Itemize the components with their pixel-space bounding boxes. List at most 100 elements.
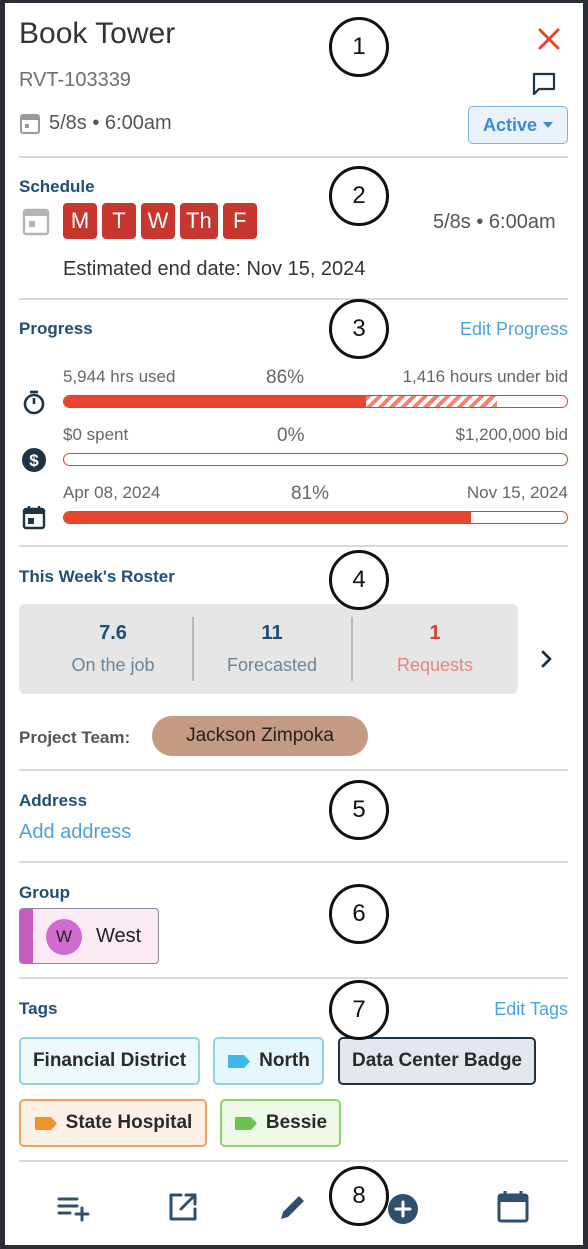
calendar-icon	[20, 114, 40, 134]
calendar-icon[interactable]	[493, 1187, 533, 1227]
project-detail-panel: Book Tower RVT-103339 5/8s • 6:00am Acti…	[5, 3, 583, 1245]
annotation-marker: 1	[329, 17, 389, 77]
status-label: Active	[482, 114, 538, 135]
annotation-marker: 7	[329, 980, 389, 1040]
annotation-marker: 5	[329, 780, 389, 840]
hours-used: 5,944 hrs used	[63, 367, 176, 386]
status-dropdown[interactable]: Active	[468, 106, 568, 144]
pencil-icon[interactable]	[273, 1187, 313, 1227]
add-circle-icon[interactable]	[383, 1187, 423, 1227]
roster-requests[interactable]: 1 Requests	[352, 604, 518, 694]
project-title: Book Tower	[19, 17, 176, 50]
add-address-link[interactable]: Add address	[19, 821, 132, 843]
time-percent: 81%	[291, 483, 330, 504]
tag-label: State Hospital	[65, 1112, 193, 1133]
comment-icon[interactable]	[531, 71, 557, 97]
dollar-icon: $	[22, 448, 46, 472]
tag-label: Data Center Badge	[352, 1050, 522, 1071]
requests-count: 1	[429, 622, 441, 644]
separator	[351, 617, 353, 681]
group-title: Group	[19, 883, 70, 902]
edit-progress-link[interactable]: Edit Progress	[459, 319, 568, 339]
day-chip-friday: F	[222, 203, 257, 239]
tag-label: Bessie	[265, 1112, 328, 1133]
time-progress-fill	[64, 512, 472, 523]
day-chip-monday: M	[63, 203, 97, 239]
tag-icon	[228, 1054, 251, 1068]
schedule-summary: 5/8s • 6:00am	[433, 211, 556, 233]
header-schedule: 5/8s • 6:00am	[19, 111, 172, 135]
header-schedule-text: 5/8s • 6:00am	[49, 111, 172, 134]
hours-progress-bar	[63, 395, 568, 408]
project-team-label: Project Team:	[19, 728, 131, 747]
chevron-right-icon[interactable]	[538, 648, 556, 670]
day-chip-tuesday: T	[102, 203, 136, 239]
playlist-add-icon[interactable]	[53, 1187, 93, 1227]
group-name: West	[96, 925, 142, 947]
divider	[19, 861, 568, 863]
hours-percent: 86%	[266, 367, 305, 388]
roster-summary[interactable]: 7.6 On the job 11 Forecasted 1 Requests	[19, 604, 518, 694]
group-avatar: W	[46, 919, 82, 955]
hours-progress-fill	[64, 396, 366, 407]
cost-bid: $1,200,000 bid	[455, 425, 569, 444]
divider	[19, 156, 568, 158]
tag-chip[interactable]: Data Center Badge	[338, 1037, 536, 1085]
annotation-marker: 8	[329, 1166, 389, 1226]
divider	[19, 545, 568, 547]
time-start-date: Apr 08, 2024	[63, 483, 161, 502]
estimated-end-date: Estimated end date: Nov 15, 2024	[63, 258, 366, 280]
roster-title: This Week's Roster	[19, 567, 175, 586]
timer-icon	[23, 390, 45, 415]
group-color-accent	[20, 909, 33, 963]
group-chip[interactable]: W West	[19, 908, 159, 964]
team-member-chip[interactable]: Jackson Zimpoka	[152, 716, 368, 756]
day-chip-thursday: Th	[180, 203, 218, 239]
divider	[19, 1160, 568, 1162]
cost-percent: 0%	[277, 425, 305, 446]
address-title: Address	[19, 791, 88, 810]
schedule-days: M T W Th F	[63, 203, 257, 239]
calendar-event-icon	[22, 506, 46, 530]
tag-chip[interactable]: North	[213, 1037, 324, 1085]
divider	[19, 769, 568, 771]
tag-label: North	[259, 1050, 310, 1071]
annotation-marker: 6	[329, 884, 389, 944]
tag-chip[interactable]: State Hospital	[19, 1099, 207, 1147]
on-the-job-count: 7.6	[99, 622, 127, 644]
hours-progress-hatch	[365, 396, 497, 407]
roster-forecasted[interactable]: 11 Forecasted	[193, 604, 351, 694]
tag-icon	[234, 1116, 257, 1130]
requests-label: Requests	[396, 655, 474, 675]
close-icon[interactable]	[535, 25, 563, 53]
annotation-marker: 3	[329, 299, 389, 359]
forecasted-label: Forecasted	[226, 655, 318, 675]
separator	[192, 617, 194, 681]
svg-text:$: $	[29, 451, 39, 470]
forecasted-count: 11	[261, 622, 283, 644]
divider	[19, 298, 568, 300]
hours-under-bid: 1,416 hours under bid	[402, 367, 568, 386]
divider	[19, 977, 568, 979]
progress-title: Progress	[19, 319, 93, 338]
caret-down-icon	[543, 122, 554, 128]
time-end-date: Nov 15, 2024	[466, 483, 568, 502]
on-the-job-label: On the job	[71, 655, 155, 675]
tag-icon	[34, 1116, 57, 1130]
tags-title: Tags	[19, 999, 58, 1018]
tag-chip[interactable]: Financial District	[19, 1037, 200, 1085]
open-external-icon[interactable]	[163, 1187, 203, 1227]
annotation-marker: 4	[329, 550, 389, 610]
time-progress-bar	[63, 511, 568, 524]
day-chip-wednesday: W	[141, 203, 175, 239]
tag-label: Financial District	[32, 1050, 187, 1071]
edit-tags-link[interactable]: Edit Tags	[494, 999, 568, 1019]
cost-progress-bar	[63, 453, 568, 466]
tag-chip[interactable]: Bessie	[220, 1099, 341, 1147]
roster-on-the-job[interactable]: 7.6 On the job	[19, 604, 207, 694]
calendar-icon	[22, 208, 50, 236]
project-code: RVT-103339	[19, 69, 131, 91]
annotation-marker: 2	[329, 166, 389, 226]
schedule-title: Schedule	[19, 177, 95, 196]
cost-spent: $0 spent	[63, 425, 129, 444]
